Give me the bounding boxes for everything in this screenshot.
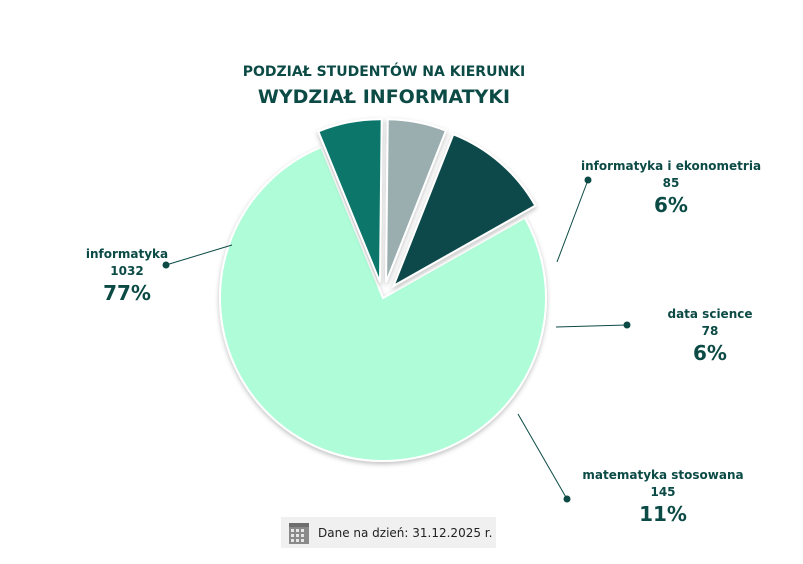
calendar-icon bbox=[289, 522, 309, 544]
slice-label-value: 78 bbox=[702, 324, 719, 338]
slice-label-value: 85 bbox=[663, 176, 680, 190]
leader-dot bbox=[623, 321, 631, 329]
slice-label-name: matematyka stosowana bbox=[582, 468, 743, 482]
pie-slice-matematyka-stosowana bbox=[391, 133, 537, 289]
leader-lines bbox=[162, 176, 631, 503]
slice-label-value: 1032 bbox=[110, 264, 143, 278]
slice-label-percent: 6% bbox=[693, 341, 727, 365]
pie-slice-data-science bbox=[385, 118, 448, 283]
slice-label-percent: 6% bbox=[654, 193, 688, 217]
slice-label-value: 145 bbox=[650, 485, 675, 499]
slice-label-name: informatyka i ekonometria bbox=[581, 159, 761, 173]
chart-title: PODZIAŁ STUDENTÓW NA KIERUNKI bbox=[243, 62, 525, 80]
leader-line bbox=[556, 179, 589, 263]
data-date-note: Dane na dzień: 31.12.2025 r. bbox=[281, 517, 496, 548]
leader-dot bbox=[563, 495, 571, 503]
slice-label-name: data science bbox=[667, 307, 752, 321]
pie-slice-informatyka-i-ekonometria bbox=[316, 118, 383, 283]
leader-dot bbox=[584, 176, 592, 184]
leader-line bbox=[517, 413, 568, 500]
slice-labels: informatyka 1032 77% informatyka i ekonomet… bbox=[86, 159, 761, 526]
slice-label-name: informatyka bbox=[86, 247, 168, 261]
slice-label-percent: 11% bbox=[639, 502, 687, 526]
leader-line bbox=[555, 324, 628, 328]
pie-slices bbox=[219, 118, 547, 462]
data-date-text: Dane na dzień: 31.12.2025 r. bbox=[318, 525, 493, 540]
slice-label-percent: 77% bbox=[103, 281, 151, 305]
pie-slice-informatyka bbox=[219, 145, 547, 462]
chart-subtitle: WYDZIAŁ INFORMATYKI bbox=[258, 86, 510, 108]
leader-line bbox=[165, 244, 233, 266]
leader-dot bbox=[162, 261, 170, 269]
